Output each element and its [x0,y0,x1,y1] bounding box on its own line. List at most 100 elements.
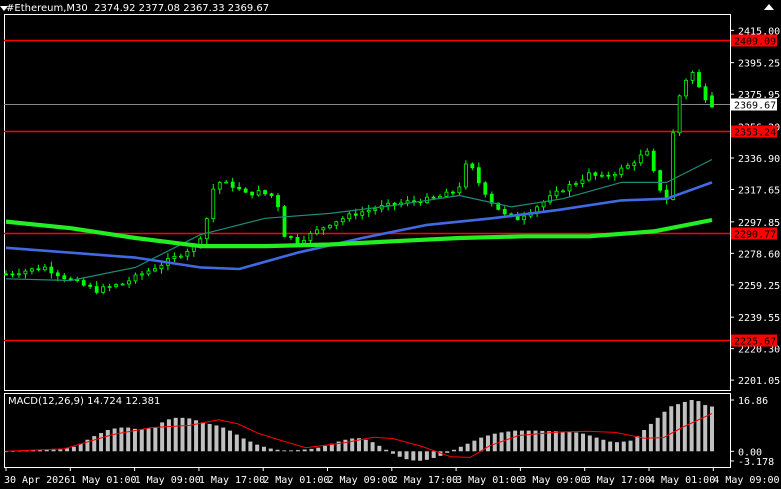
macd-histogram-bar [119,427,124,452]
macd-panel [4,399,714,461]
macd-histogram-bar [547,431,552,452]
macd-histogram-bar [676,404,681,452]
candle-body [256,190,261,196]
candle-body [88,284,93,287]
macd-histogram-bar [411,451,416,461]
macd-histogram-bar [452,449,457,452]
candle-body [62,275,67,280]
macd-histogram-bar [126,427,131,452]
close-price: 2369.67 [227,3,270,14]
macd-histogram-bar [180,417,185,452]
macd-histogram-bar [85,439,90,452]
candle-body [211,188,216,220]
macd-histogram-bar [445,451,450,453]
macd-histogram-bar [418,451,423,461]
candle-body [224,181,229,184]
candle-body [327,224,332,229]
moving-average-line [5,217,713,249]
macd-histogram-bar [302,449,307,452]
time-tick-label: 1 May 01:00 [70,475,136,486]
macd-histogram-bar [187,418,192,452]
macd-histogram-bar [146,428,151,452]
candle-body [703,86,708,101]
candle-body [30,268,34,272]
macd-histogram-bar [526,430,531,452]
collapse-icon[interactable] [764,4,774,10]
symbol-dropdown-icon[interactable] [0,6,8,11]
candle-body [23,270,28,275]
macd-histogram-bar [492,433,497,452]
macd-histogram-bar [105,430,110,452]
time-tick-label: 1 May 17:00 [199,475,265,486]
macd-histogram-bar [228,430,233,452]
macd-histogram-bar [581,433,586,452]
price-tick-label: 2220.30 [738,345,780,356]
candle-body [178,255,183,258]
level-lines[interactable] [4,39,730,342]
level-price-label: 2353.24 [734,128,776,139]
symbol-timeframe: #Ethereum,M30 [6,3,88,14]
candle-body [645,150,650,156]
macd-histogram-bar [465,443,470,452]
level-price-badge [731,125,777,138]
candle-body [593,172,598,176]
macd-histogram-bar [621,441,626,452]
candle-body [366,209,371,213]
macd-histogram-bar [662,411,667,452]
macd-histogram-bar [248,441,253,452]
macd-signal-value: 12.381 [125,396,161,407]
price-tick-label: 2317.65 [738,185,780,196]
candle-body [470,163,475,169]
candle-body [237,186,242,190]
price-tick-label: 2395.25 [738,59,780,70]
price-axis: 2415.002395.252375.952356.202336.902317.… [730,26,780,468]
candle-body [431,196,436,199]
candle-body [269,193,274,196]
candle-body [710,95,714,108]
current-price-badge [731,98,777,111]
macd-histogram-bar [540,430,545,452]
level-price-label: 2409.09 [734,37,776,48]
candle-body [230,181,235,188]
high-price: 2377.08 [138,3,181,14]
candle-body [457,186,462,194]
candle-body [334,221,339,226]
macd-histogram-bar [234,434,239,452]
candle-body [684,79,688,97]
macd-histogram-bar [370,442,375,452]
candle-body [463,163,468,188]
macd-histogram-bar [710,406,714,452]
candle-body [554,190,559,197]
candlesticks [4,69,714,295]
candle-body [314,229,319,234]
macd-histogram-bar [316,447,321,452]
macd-histogram-bar [696,401,701,452]
macd-histogram-bar [112,428,117,452]
candle-body [690,72,695,81]
candle-body [438,196,442,199]
candle-body [127,280,131,285]
macd-histogram-bar [533,430,538,452]
macd-histogram-bar [166,419,171,452]
macd-histogram-bar [377,445,382,452]
candle-body [697,72,701,88]
macd-histogram-bar [635,436,640,452]
time-tick-label: 2 May 01:00 [263,475,329,486]
candle-body [289,236,293,238]
candle-body [541,201,546,208]
macd-histogram-bar [65,448,70,452]
macd-histogram-bar [31,450,36,452]
time-axis: 30 Apr 2026 1 May 01:001 May 09:001 May 1… [4,467,780,486]
macd-label: MACD(12,26,9) [8,396,84,407]
macd-panel-frame [4,393,731,468]
macd-histogram-bar [71,446,76,452]
macd-tick-label: 0.00 [738,447,762,458]
candle-body [561,190,565,193]
candle-body [42,266,47,271]
candle-body [574,183,578,185]
level-price-badge [731,34,777,47]
candle-body [651,150,656,172]
candle-body [204,218,209,240]
candle-body [4,273,8,276]
